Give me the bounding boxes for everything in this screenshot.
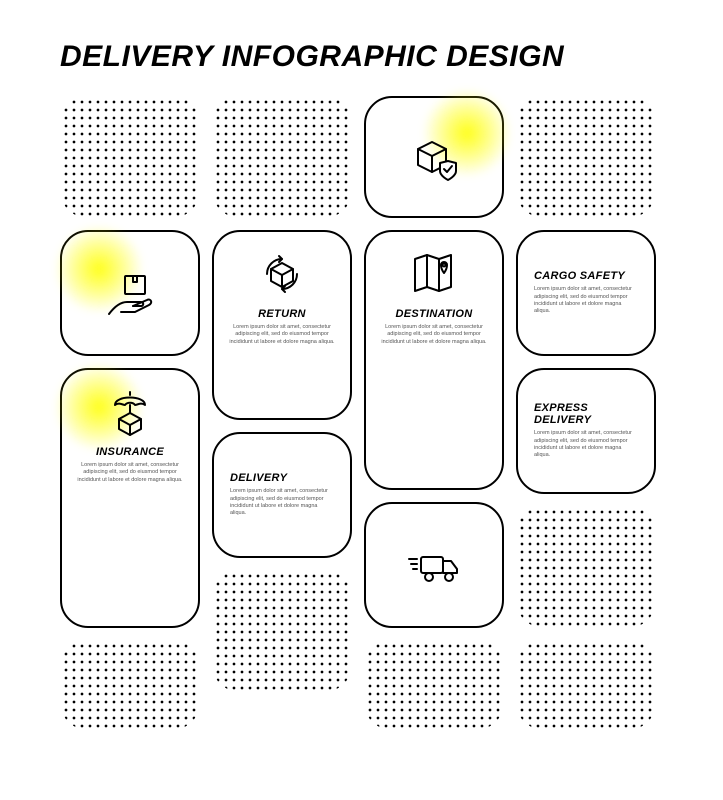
- card-title: INSURANCE: [96, 446, 164, 458]
- fast-truck-icon: [406, 539, 462, 595]
- card-destination: DESTINATION Lorem ipsum dolor sit amet, …: [364, 230, 504, 490]
- decor-dotted: [364, 640, 504, 730]
- card-delivery: DELIVERY Lorem ipsum dolor sit amet, con…: [212, 432, 352, 558]
- card-body: Lorem ipsum dolor sit amet, consectetur …: [227, 324, 337, 346]
- card-cargo-safety: CARGO SAFETY Lorem ipsum dolor sit amet,…: [516, 230, 656, 356]
- decor-dotted: [516, 506, 656, 628]
- card-title: DESTINATION: [395, 308, 472, 320]
- card-body: Lorem ipsum dolor sit amet, consectetur …: [534, 286, 638, 316]
- infographic-grid: RETURN Lorem ipsum dolor sit amet, conse…: [60, 96, 660, 736]
- card-title: CARGO SAFETY: [534, 270, 625, 282]
- decor-dotted: [516, 640, 656, 730]
- page-title: DELIVERY INFOGRAPHIC DESIGN: [60, 40, 660, 74]
- map-pin-icon: [406, 246, 462, 302]
- card-title: RETURN: [258, 308, 306, 320]
- infographic-canvas: DELIVERY INFOGRAPHIC DESIGN: [60, 40, 660, 760]
- decor-dotted: [212, 570, 352, 692]
- card-hand-box: [60, 230, 200, 356]
- umbrella-box-icon: [102, 384, 158, 440]
- card-express-delivery: EXPRESS DELIVERY Lorem ipsum dolor sit a…: [516, 368, 656, 494]
- card-title: EXPRESS DELIVERY: [534, 402, 638, 426]
- decor-dotted: [60, 96, 200, 218]
- card-title: DELIVERY: [230, 472, 287, 484]
- card-body: Lorem ipsum dolor sit amet, consectetur …: [379, 324, 489, 346]
- card-body: Lorem ipsum dolor sit amet, consectetur …: [75, 462, 185, 484]
- card-cargo-safety-icon: [364, 96, 504, 218]
- return-box-icon: [254, 246, 310, 302]
- card-insurance: INSURANCE Lorem ipsum dolor sit amet, co…: [60, 368, 200, 628]
- card-body: Lorem ipsum dolor sit amet, consectetur …: [534, 430, 638, 460]
- decor-dotted: [516, 96, 656, 218]
- card-return: RETURN Lorem ipsum dolor sit amet, conse…: [212, 230, 352, 420]
- card-fast-truck: [364, 502, 504, 628]
- hand-box-icon: [102, 267, 158, 323]
- decor-dotted: [60, 640, 200, 730]
- card-body: Lorem ipsum dolor sit amet, consectetur …: [230, 488, 334, 518]
- box-shield-icon: [406, 131, 462, 187]
- decor-dotted: [212, 96, 352, 218]
